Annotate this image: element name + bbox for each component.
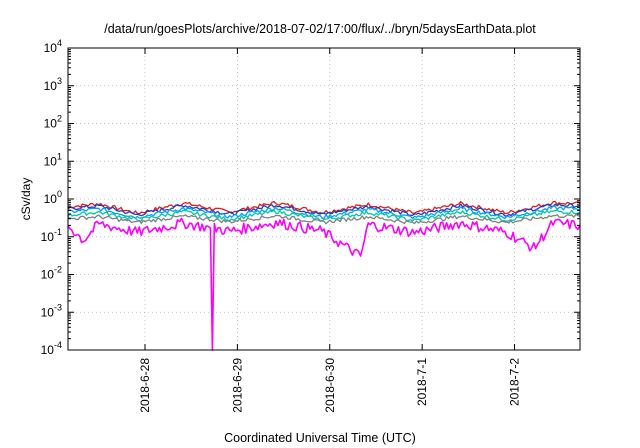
y-tick-exponent: -1 (54, 227, 62, 237)
y-tick-exponent: -4 (54, 340, 62, 350)
x-tick-label: 2018-7-2 (508, 358, 522, 406)
y-tick-base: 10 (44, 117, 58, 131)
x-tick-label: 2018-6-28 (138, 358, 152, 413)
y-tick-label: 102 (44, 114, 62, 131)
y-axis-label: cSv/day (19, 178, 33, 221)
y-tick-exponent: -2 (54, 265, 62, 275)
y-tick-exponent: 3 (57, 76, 62, 86)
axis-ticks (68, 47, 580, 351)
series-line (67, 209, 581, 222)
series-line (67, 213, 581, 225)
y-tick-label: 10-1 (41, 227, 62, 244)
y-tick-label: 103 (44, 76, 62, 93)
y-tick-label: 101 (44, 151, 62, 168)
y-tick-label: 10-2 (41, 265, 62, 282)
y-tick-label: 10-3 (41, 302, 62, 319)
y-tick-base: 10 (41, 343, 55, 357)
series-line (67, 203, 581, 217)
x-tick-label: 2018-6-29 (230, 358, 244, 413)
y-tick-exponent: 1 (57, 151, 62, 161)
series-line (67, 217, 581, 351)
y-tick-base: 10 (44, 79, 58, 93)
y-tick-base: 10 (41, 268, 55, 282)
y-tick-exponent: 0 (57, 189, 62, 199)
x-tick-label: 2018-6-30 (323, 358, 337, 413)
grid-lines (68, 48, 580, 350)
series-line (67, 200, 581, 215)
chart-title: /data/run/goesPlots/archive/2018-07-02/1… (104, 22, 536, 36)
x-tick-label: 2018-7-1 (415, 358, 429, 406)
y-tick-base: 10 (44, 41, 58, 55)
y-tick-base: 10 (41, 230, 55, 244)
x-axis-label: Coordinated Universal Time (UTC) (224, 431, 416, 445)
y-tick-exponent: -3 (54, 302, 62, 312)
y-tick-exponent: 4 (57, 38, 62, 48)
y-tick-base: 10 (44, 192, 58, 206)
y-tick-base: 10 (41, 305, 55, 319)
y-tick-label: 100 (44, 189, 62, 206)
y-tick-label: 10-4 (41, 340, 62, 357)
series-line (67, 205, 581, 220)
series-group (67, 200, 581, 351)
y-tick-exponent: 2 (57, 114, 62, 124)
y-tick-label: 104 (44, 38, 62, 55)
y-tick-base: 10 (44, 154, 58, 168)
x-tick-labels: 2018-6-28 2018-6-29 2018-6-30 2018-7-1 2018-… (138, 358, 522, 413)
